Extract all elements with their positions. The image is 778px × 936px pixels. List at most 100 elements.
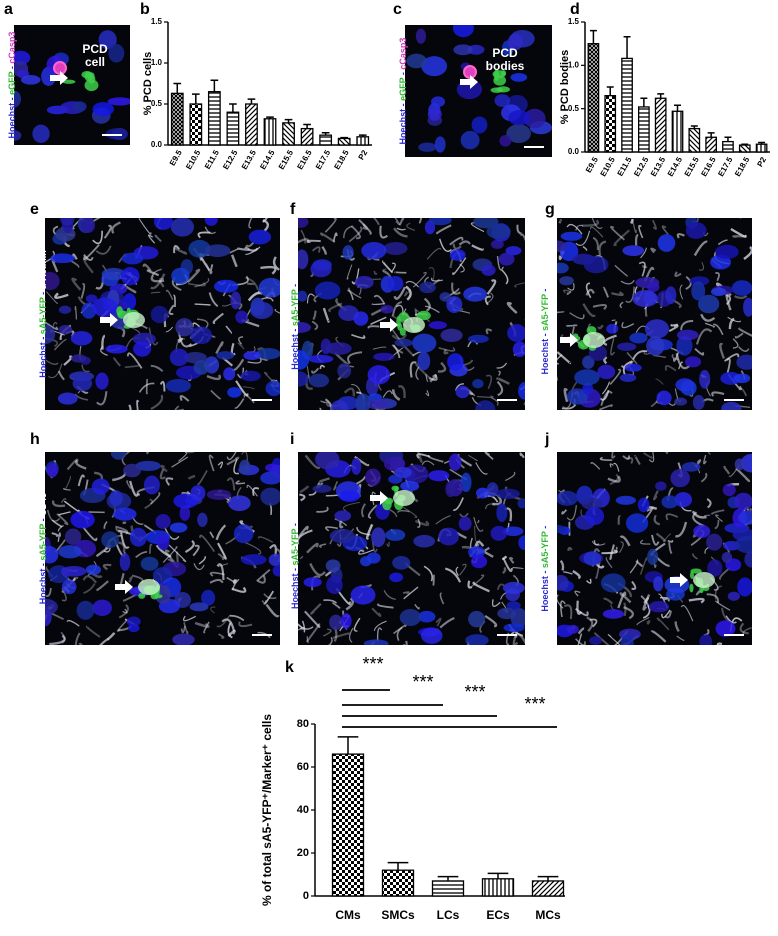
- nucleus: [557, 574, 569, 591]
- nucleus: [574, 369, 600, 386]
- nucleus: [523, 108, 546, 129]
- x-tick-label: ECs: [486, 908, 510, 922]
- error-bar: [337, 736, 359, 755]
- bar: [531, 880, 565, 897]
- tissue-fiber: [85, 625, 101, 638]
- tissue-fiber: [636, 617, 650, 626]
- tissue-fiber: [57, 370, 65, 381]
- tissue-fiber: [367, 325, 380, 329]
- tissue-fiber: [738, 346, 750, 352]
- y-axis-label: % of total sA5-YFP⁺/Marker⁺ cells: [260, 714, 274, 906]
- nucleus: [600, 573, 626, 593]
- yfp-signal: [689, 583, 694, 593]
- significance-label: ***: [362, 654, 383, 674]
- nucleus: [109, 490, 123, 507]
- tissue-fiber: [738, 327, 752, 337]
- tissue-fiber: [306, 239, 321, 244]
- tissue-fiber: [574, 607, 589, 617]
- tissue-fiber: [619, 592, 632, 604]
- tissue-fiber: [605, 557, 613, 569]
- tissue-fiber: [473, 516, 484, 532]
- tissue-fiber: [323, 599, 338, 604]
- tissue-fiber: [638, 224, 644, 239]
- nucleus: [560, 231, 583, 241]
- tissue-fiber: [230, 254, 238, 268]
- nucleus: [383, 242, 408, 255]
- tissue-fiber: [646, 619, 651, 625]
- tissue-fiber: [386, 541, 390, 547]
- tissue-fiber: [520, 233, 525, 242]
- tissue-fiber: [484, 614, 498, 628]
- nucleus: [406, 53, 427, 69]
- nucleus: [371, 527, 386, 548]
- nucleus: [496, 503, 508, 523]
- panel-letter: b: [140, 1, 150, 18]
- arrow: [100, 313, 118, 327]
- tissue-fiber: [732, 235, 747, 238]
- tissue-fiber: [135, 551, 148, 559]
- tissue-fiber: [512, 566, 525, 570]
- stain-part: -: [290, 281, 300, 289]
- nucleus: [394, 466, 412, 479]
- nucleus: [744, 551, 752, 568]
- tissue-fiber: [83, 254, 94, 261]
- stain-part: -: [290, 326, 300, 334]
- tissue-fiber: [150, 274, 165, 283]
- stain-part: -: [398, 70, 408, 78]
- bar: [621, 57, 633, 153]
- tissue-fiber: [559, 559, 565, 571]
- tissue-fiber: [673, 351, 680, 362]
- significance-label: ***: [412, 672, 433, 692]
- tissue-fiber: [96, 391, 108, 406]
- tissue-fiber: [197, 231, 211, 239]
- nucleus: [70, 510, 95, 529]
- nucleus: [329, 529, 355, 544]
- nucleus: [91, 478, 110, 495]
- tissue-fiber: [172, 294, 176, 307]
- nucleus: [471, 116, 488, 134]
- nucleus: [710, 287, 727, 297]
- tissue-fiber: [730, 228, 747, 238]
- tissue-fiber: [159, 380, 166, 392]
- nucleus: [490, 525, 507, 541]
- nucleus: [310, 260, 332, 278]
- nucleus: [366, 552, 381, 564]
- nucleus: [737, 510, 752, 525]
- tissue-fiber: [602, 286, 609, 298]
- tissue-fiber: [676, 635, 685, 641]
- tissue-fiber: [393, 227, 408, 238]
- nucleus: [721, 401, 742, 410]
- nucleus: [665, 286, 677, 305]
- tissue-fiber: [452, 257, 467, 276]
- nucleus: [453, 44, 473, 56]
- nucleus: [581, 497, 603, 510]
- tissue-fiber: [95, 245, 112, 255]
- nucleus: [325, 342, 352, 355]
- tissue-fiber: [599, 404, 613, 410]
- stain-part: -: [290, 566, 300, 574]
- tissue-fiber: [558, 219, 562, 224]
- nucleus: [733, 373, 751, 384]
- nucleus: [617, 342, 637, 351]
- tissue-fiber: [198, 555, 206, 565]
- tissue-fiber: [519, 452, 525, 459]
- tissue-fiber: [234, 398, 245, 409]
- nucleus: [417, 351, 431, 371]
- tissue-fiber: [700, 313, 716, 322]
- error-bar: [191, 93, 200, 104]
- tissue-fiber: [609, 473, 619, 486]
- tissue-fiber: [150, 394, 164, 410]
- tissue-fiber: [111, 221, 121, 234]
- tissue-fiber: [323, 628, 332, 637]
- nucleus: [387, 275, 404, 292]
- nucleus: [566, 624, 579, 634]
- nucleus: [502, 526, 524, 537]
- bar: [587, 43, 600, 153]
- nucleus: [699, 369, 711, 389]
- yfp-signal: [384, 497, 394, 505]
- nucleus: [140, 556, 159, 571]
- tissue-fiber: [438, 347, 456, 352]
- tissue-fiber: [738, 387, 748, 397]
- tissue-fiber: [567, 546, 573, 551]
- nucleus: [499, 134, 512, 147]
